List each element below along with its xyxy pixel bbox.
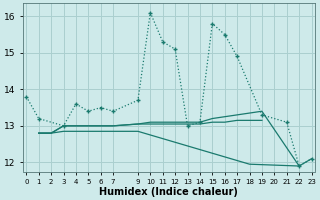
- X-axis label: Humidex (Indice chaleur): Humidex (Indice chaleur): [100, 187, 238, 197]
